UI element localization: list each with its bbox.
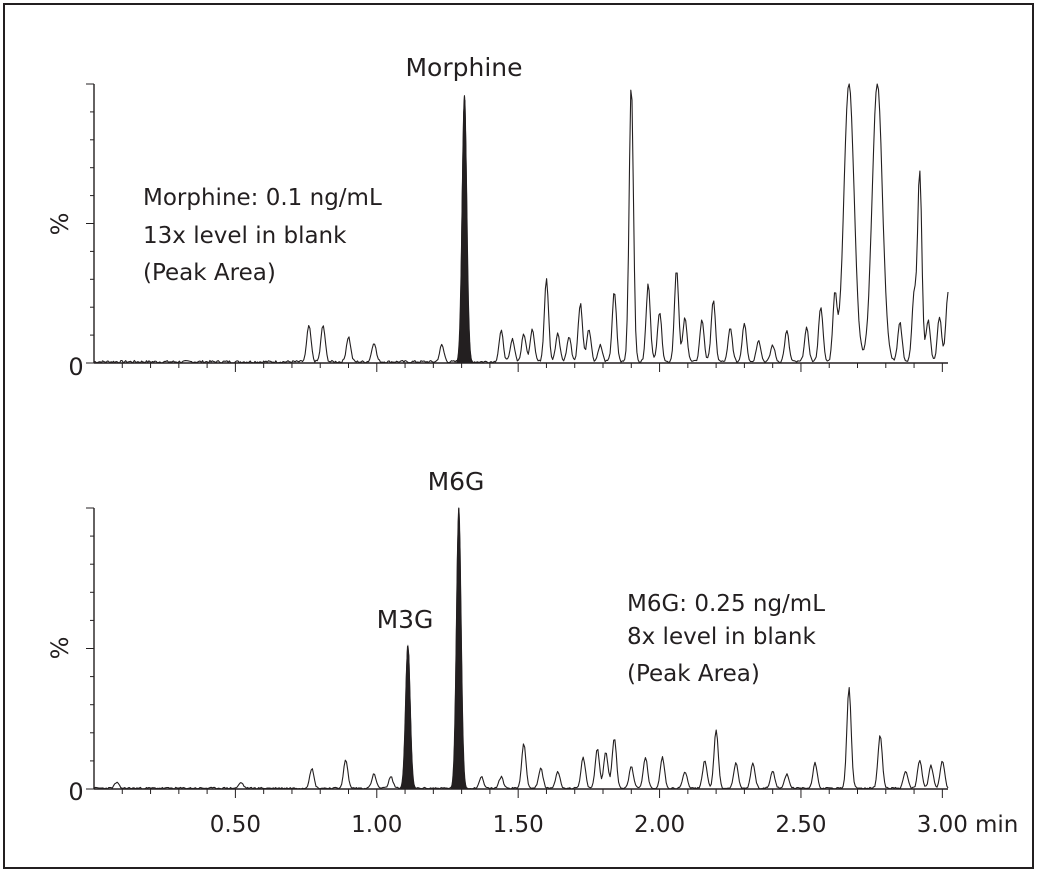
- x-tick-label: 2.00: [634, 812, 685, 838]
- x-tick-labels: 0.50 1.00 1.50 2.00 2.50 3.00: [210, 812, 968, 838]
- annotation-line-2: 8x level in blank: [627, 624, 816, 650]
- filled-peaks: [399, 507, 467, 790]
- annotation-line-1: M6G: 0.25 ng/mL: [627, 591, 825, 617]
- chromatogram-trace: [93, 507, 949, 790]
- y-axis-label: %: [46, 637, 74, 660]
- y-axis-label: %: [46, 213, 74, 236]
- chart-panel-morphine: Morphine % 0 Morphine: 0.1 ng/mL 13x lev…: [46, 53, 949, 381]
- y-tick-label-zero: 0: [68, 778, 83, 806]
- chromatogram-trace: [93, 83, 949, 364]
- x-tick-label: 1.00: [351, 812, 402, 838]
- x-tick-label: 0.50: [210, 812, 261, 838]
- x-tick-label: 2.50: [775, 812, 826, 838]
- annotation-line-3: (Peak Area): [143, 260, 276, 286]
- peak-label-m6g: M6G: [428, 467, 485, 496]
- x-axis-unit: min: [975, 812, 1018, 838]
- filled-peak-morphine: [456, 95, 473, 364]
- peak-label-m3g: M3G: [377, 605, 434, 634]
- x-tick-label: 3.00: [917, 812, 968, 838]
- y-tick-label-zero: 0: [68, 353, 83, 381]
- filled-peaks: [456, 95, 473, 364]
- chart-panel-m3g-m6g: M6G M3G % 0 M6G: 0.25 ng/mL 8x level in …: [46, 467, 1018, 838]
- filled-peak-m3g: [399, 644, 416, 790]
- annotation-line-1: Morphine: 0.1 ng/mL: [143, 185, 382, 211]
- axes: [86, 83, 948, 372]
- peak-label-morphine: Morphine: [405, 53, 522, 82]
- axes: [86, 507, 948, 798]
- trace-line: [93, 507, 949, 790]
- filled-peak-m6g: [450, 507, 467, 790]
- figure-border: [3, 3, 1034, 869]
- trace-line: [93, 83, 949, 364]
- annotation-line-3: (Peak Area): [627, 661, 760, 687]
- annotation-line-2: 13x level in blank: [143, 223, 347, 249]
- x-tick-label: 1.50: [493, 812, 544, 838]
